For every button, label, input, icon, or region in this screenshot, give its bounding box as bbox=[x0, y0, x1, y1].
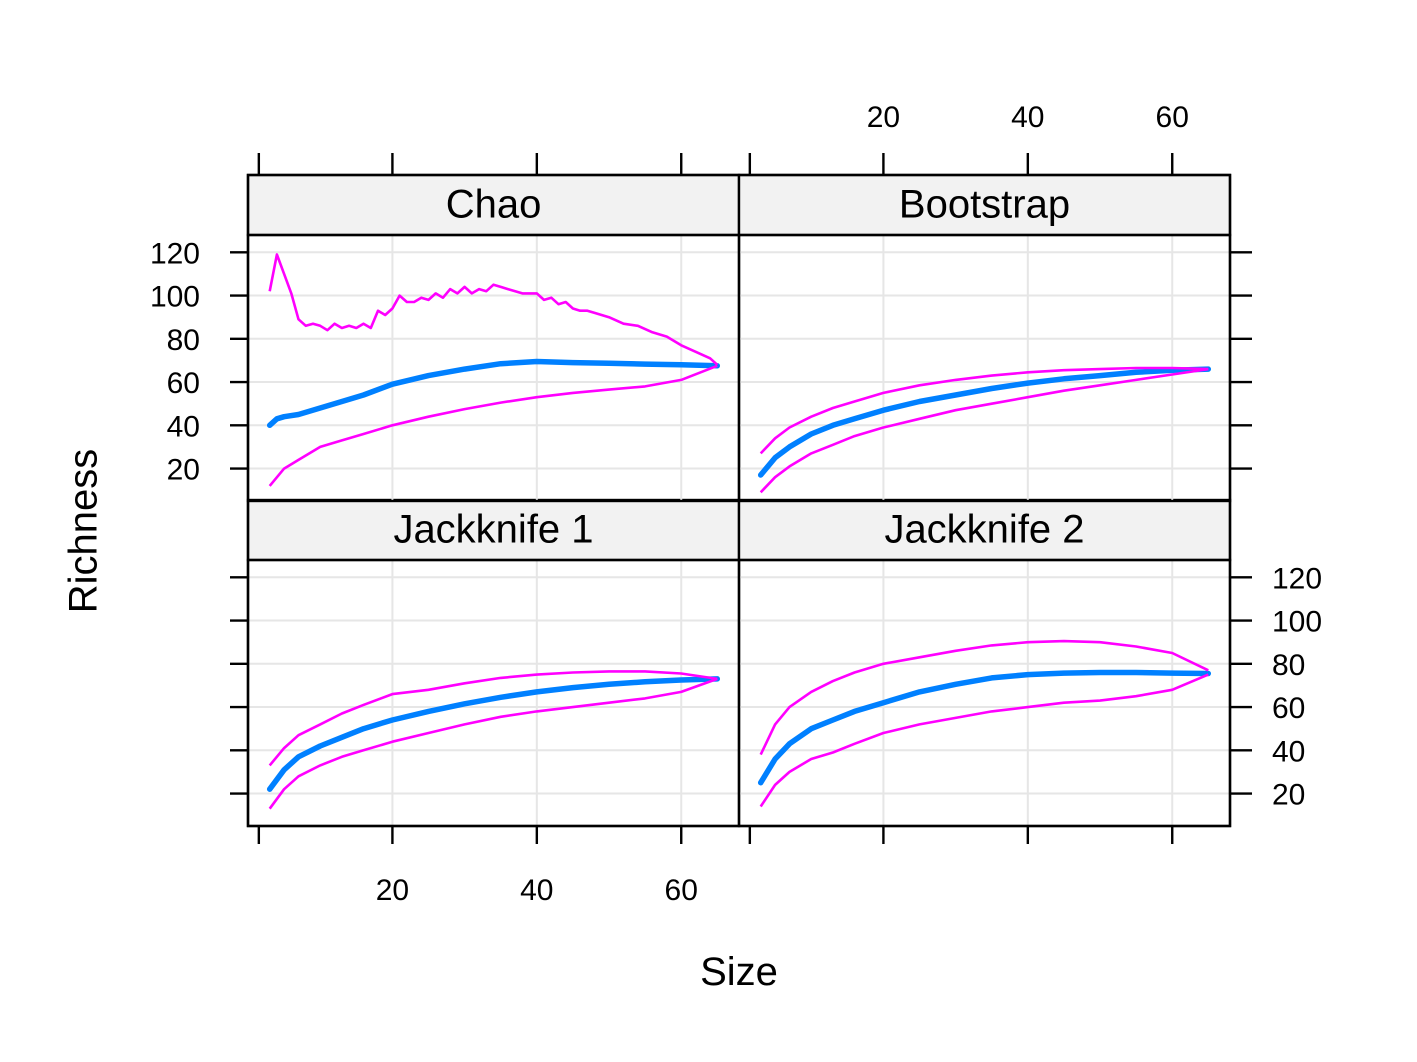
axes-layer: 20 40 60 20 40 60 20 40 60 80 100 120 20 40 60 80 100 120 bbox=[150, 101, 1322, 907]
panel-bootstrap: Bootstrap bbox=[737, 173, 1232, 503]
y-tick-label-right: 120 bbox=[1272, 562, 1322, 595]
jackknife-1-upper-line bbox=[268, 670, 718, 767]
strip-chao bbox=[246, 173, 741, 237]
panel-frame-chao bbox=[246, 233, 741, 503]
chao-lower-line bbox=[268, 364, 718, 487]
panel-chao: Chao bbox=[246, 173, 741, 503]
bootstrap-estimate-line bbox=[757, 366, 1212, 478]
y-tick-label-right: 80 bbox=[1272, 649, 1305, 682]
y-tick-label-right: 100 bbox=[1272, 606, 1322, 639]
panel-title-chao: Chao bbox=[446, 183, 542, 227]
panel-title-bootstrap: Bootstrap bbox=[899, 183, 1070, 227]
x-axis-title: Size bbox=[700, 950, 778, 994]
panel-title-jackknife-2: Jackknife 2 bbox=[884, 508, 1084, 552]
strip-bootstrap bbox=[737, 173, 1232, 237]
y-tick-label-right: 40 bbox=[1272, 735, 1305, 768]
x-tick-label-top: 40 bbox=[1011, 101, 1044, 134]
y-tick-label-left: 80 bbox=[167, 324, 200, 357]
jackknife-2-upper-line bbox=[759, 639, 1209, 756]
y-tick-label-right: 20 bbox=[1272, 779, 1305, 812]
bootstrap-upper-line bbox=[759, 366, 1209, 455]
jackknife-1-lower-line bbox=[268, 677, 718, 810]
y-tick-label-left: 100 bbox=[150, 281, 200, 314]
panel-jackknife-1: Jackknife 1 bbox=[246, 498, 741, 828]
outer-frame bbox=[246, 173, 1232, 828]
jackknife-1-estimate-line bbox=[266, 676, 721, 792]
y-tick-label-left: 40 bbox=[167, 410, 200, 443]
panels-layer: Jackknife 1 Jackknife 2 Chao Bootstrap bbox=[246, 173, 1232, 828]
x-tick-label-bottom: 40 bbox=[520, 874, 553, 907]
panel-frame-jackknife-1 bbox=[246, 558, 741, 828]
x-tick-label-bottom: 20 bbox=[376, 874, 409, 907]
chao-upper-line bbox=[268, 253, 719, 366]
x-tick-label-bottom: 60 bbox=[665, 874, 698, 907]
panel-jackknife-2: Jackknife 2 bbox=[737, 498, 1232, 828]
y-tick-label-left: 120 bbox=[150, 237, 200, 270]
chao-estimate-line bbox=[266, 358, 721, 429]
y-tick-label-right: 60 bbox=[1272, 692, 1305, 725]
y-tick-label-left: 60 bbox=[167, 367, 200, 400]
jackknife-2-lower-line bbox=[759, 673, 1209, 808]
strip-jackknife-2 bbox=[737, 498, 1232, 562]
bootstrap-lower-line bbox=[759, 367, 1209, 494]
y-tick-label-left: 20 bbox=[167, 454, 200, 487]
jackknife-2-estimate-line bbox=[757, 669, 1212, 786]
x-tick-label-top: 20 bbox=[867, 101, 900, 134]
strip-jackknife-1 bbox=[246, 498, 741, 562]
y-axis-title: Richness bbox=[62, 449, 106, 614]
panel-title-jackknife-1: Jackknife 1 bbox=[393, 508, 593, 552]
x-tick-label-top: 60 bbox=[1156, 101, 1189, 134]
